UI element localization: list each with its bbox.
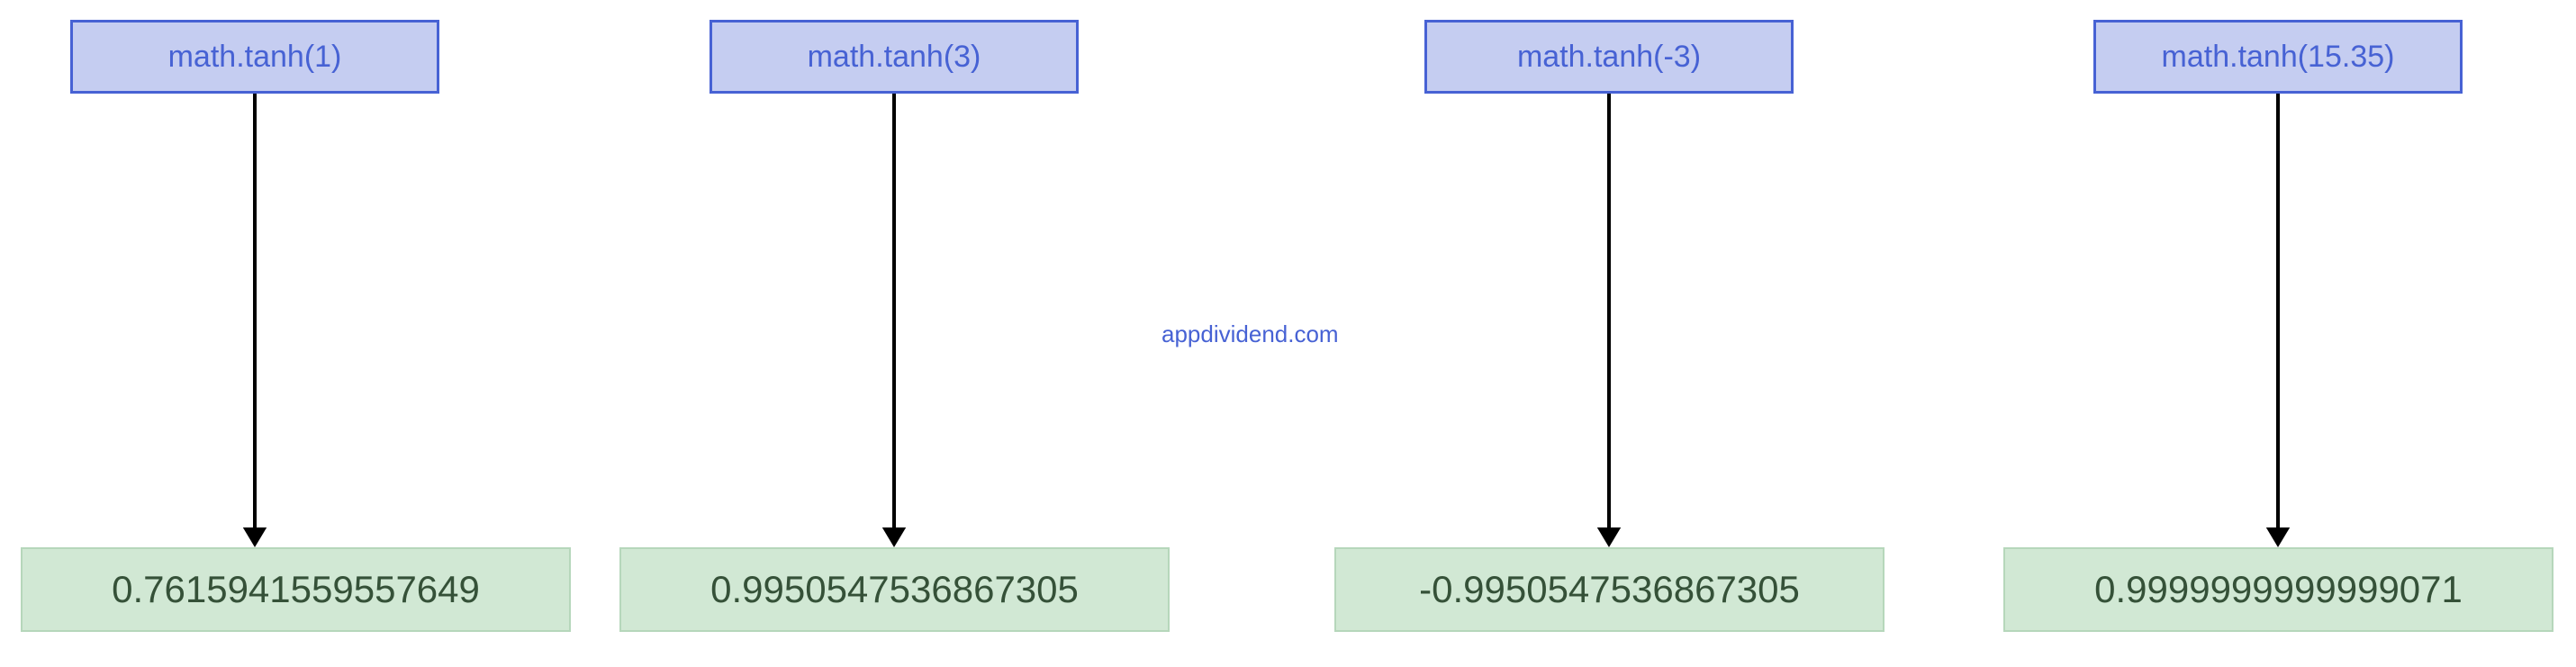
arrow-icon — [1589, 94, 1629, 547]
output-box: 0.7615941559557649 — [21, 547, 571, 632]
output-label: 0.9950547536867305 — [710, 568, 1079, 611]
output-box: 0.9950547536867305 — [619, 547, 1170, 632]
input-box: math.tanh(3) — [710, 20, 1079, 94]
output-box: -0.9950547536867305 — [1334, 547, 1885, 632]
input-box: math.tanh(15.35) — [2093, 20, 2463, 94]
watermark-text: appdividend.com — [1161, 320, 1339, 348]
input-label: math.tanh(3) — [808, 40, 981, 75]
diagram-canvas: math.tanh(1) 0.7615941559557649 math.tan… — [0, 0, 2576, 667]
arrow-icon — [2258, 94, 2298, 547]
output-label: 0.7615941559557649 — [112, 568, 480, 611]
input-box: math.tanh(-3) — [1424, 20, 1794, 94]
arrow-icon — [874, 94, 914, 547]
input-box: math.tanh(1) — [70, 20, 439, 94]
input-label: math.tanh(1) — [168, 40, 342, 75]
watermark-label: appdividend.com — [1161, 320, 1339, 347]
input-label: math.tanh(-3) — [1517, 40, 1701, 75]
output-label: -0.9950547536867305 — [1419, 568, 1800, 611]
output-box: 0.9999999999999071 — [2003, 547, 2553, 632]
input-label: math.tanh(15.35) — [2162, 40, 2395, 75]
arrow-icon — [235, 94, 275, 547]
output-label: 0.9999999999999071 — [2094, 568, 2463, 611]
